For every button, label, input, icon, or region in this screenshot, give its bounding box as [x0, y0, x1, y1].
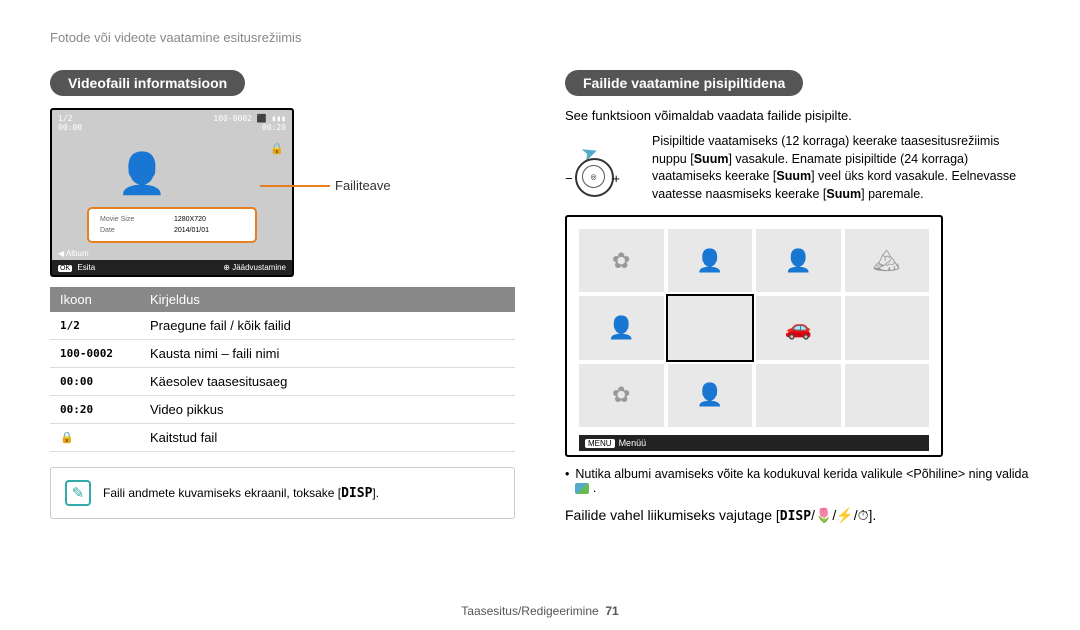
file-name-indicator: 100-0002 ⬛ ▮▮▮ — [213, 114, 286, 123]
table-header-description: Kirjeldus — [140, 287, 515, 312]
bullet-note: • Nutika albumi avamiseks võite ka koduk… — [565, 467, 1030, 495]
table-header-icon: Ikoon — [50, 287, 140, 312]
zoom-instruction-row: ➤ − ◎ + Pisipiltide vaatamiseks (12 korr… — [565, 133, 1030, 203]
lock-icon: 🔒 — [270, 142, 284, 155]
thumbnail — [756, 364, 841, 427]
icon-description-table: Ikoon Kirjeldus 1/2Praegune fail / kõik … — [50, 287, 515, 452]
screenshot-overlay-top: 1/2 00:00 100-0002 ⬛ ▮▮▮ 00:20 — [58, 114, 286, 132]
navigation-instruction: Failide vahel liikumiseks vajutage [DISP… — [565, 507, 1030, 524]
album-icon — [575, 483, 589, 494]
dial-inner-icon: ◎ — [582, 165, 605, 188]
note-icon: ✎ — [65, 480, 91, 506]
video-screenshot: 1/2 00:00 100-0002 ⬛ ▮▮▮ 00:20 🔒 👤 Movie… — [50, 108, 294, 277]
right-column: Failide vaatamine pisipiltidena See funk… — [565, 70, 1030, 524]
thumbnail — [845, 296, 930, 359]
table-row: 100-0002Kausta nimi – faili nimi — [50, 340, 515, 368]
thumbnail: 🚗 — [756, 296, 841, 359]
album-row: ◀ Album — [58, 249, 89, 258]
section-title-right: Failide vaatamine pisipiltidena — [565, 70, 803, 96]
page-footer: Taasesitus/Redigeerimine 71 — [0, 604, 1080, 618]
menu-button: MENU — [585, 439, 615, 448]
section-title-left: Videofaili informatsioon — [50, 70, 245, 96]
thumbnail — [845, 364, 930, 427]
video-length: 00:20 — [213, 123, 286, 132]
record-label: ⊕ Jäädvustamine — [223, 263, 286, 272]
table-row: 🔒Kaitstud fail — [50, 424, 515, 452]
content-columns: Videofaili informatsioon 1/2 00:00 100-0… — [50, 70, 1030, 524]
bullet-text: Nutika albumi avamiseks võite ka kodukuv… — [575, 467, 1030, 495]
callout-label: Failiteave — [335, 178, 391, 193]
table-row: 00:00Käesolev taasesitusaeg — [50, 368, 515, 396]
current-file-indicator: 1/2 — [58, 114, 82, 123]
screenshot-bottom-bar: OK Esita ⊕ Jäädvustamine — [52, 260, 292, 275]
menu-text: Menüü — [619, 438, 647, 448]
movie-size-value: 1280X720 — [166, 215, 245, 224]
thumbnail-selected — [668, 296, 753, 359]
zoom-instruction-text: Pisipiltide vaatamiseks (12 korraga) kee… — [652, 133, 1030, 203]
note-text: Faili andmete kuvamiseks ekraanil, toksa… — [103, 486, 379, 501]
manual-page: Fotode või videote vaatamine esitusrežii… — [0, 0, 1080, 630]
breadcrumb: Fotode või videote vaatamine esitusrežii… — [50, 30, 1030, 45]
thumbnail-grid-screenshot: ✿ 👤 👤 🏔 👤 🚗 ✿ 👤 MENU Menüü — [565, 215, 943, 457]
date-value: 2014/01/01 — [166, 226, 245, 235]
plus-icon: + — [612, 171, 620, 186]
table-row: 1/2Praegune fail / kõik failid — [50, 312, 515, 340]
callout-line — [260, 185, 330, 187]
minus-icon: − — [565, 171, 573, 186]
thumbnail: ✿ — [579, 229, 664, 292]
zoom-dial-graphic: ➤ − ◎ + — [565, 133, 640, 203]
note-box: ✎ Faili andmete kuvamiseks ekraanil, tok… — [50, 467, 515, 519]
movie-size-label: Movie Size — [99, 215, 164, 224]
thumbnail-bottom-bar: MENU Menüü — [579, 435, 929, 451]
playback-time: 00:00 — [58, 123, 82, 132]
play-label: Esita — [77, 263, 95, 272]
description: See funktsioon võimaldab vaadata failide… — [565, 108, 1030, 123]
file-info-box: Movie Size1280X720 Date2014/01/01 — [87, 207, 257, 243]
thumbnail: 👤 — [668, 229, 753, 292]
thumbnail: 👤 — [668, 364, 753, 427]
thumbnail: 👤 — [756, 229, 841, 292]
thumbnail: 👤 — [579, 296, 664, 359]
video-thumbnail-icon: 👤 — [117, 150, 167, 197]
date-label: Date — [99, 226, 164, 235]
thumbnail: 🏔 — [845, 229, 930, 292]
table-row: 00:20Video pikkus — [50, 396, 515, 424]
ok-button: OK — [58, 265, 72, 272]
left-column: Videofaili informatsioon 1/2 00:00 100-0… — [50, 70, 515, 524]
thumbnail: ✿ — [579, 364, 664, 427]
bullet-icon: • — [565, 467, 569, 495]
